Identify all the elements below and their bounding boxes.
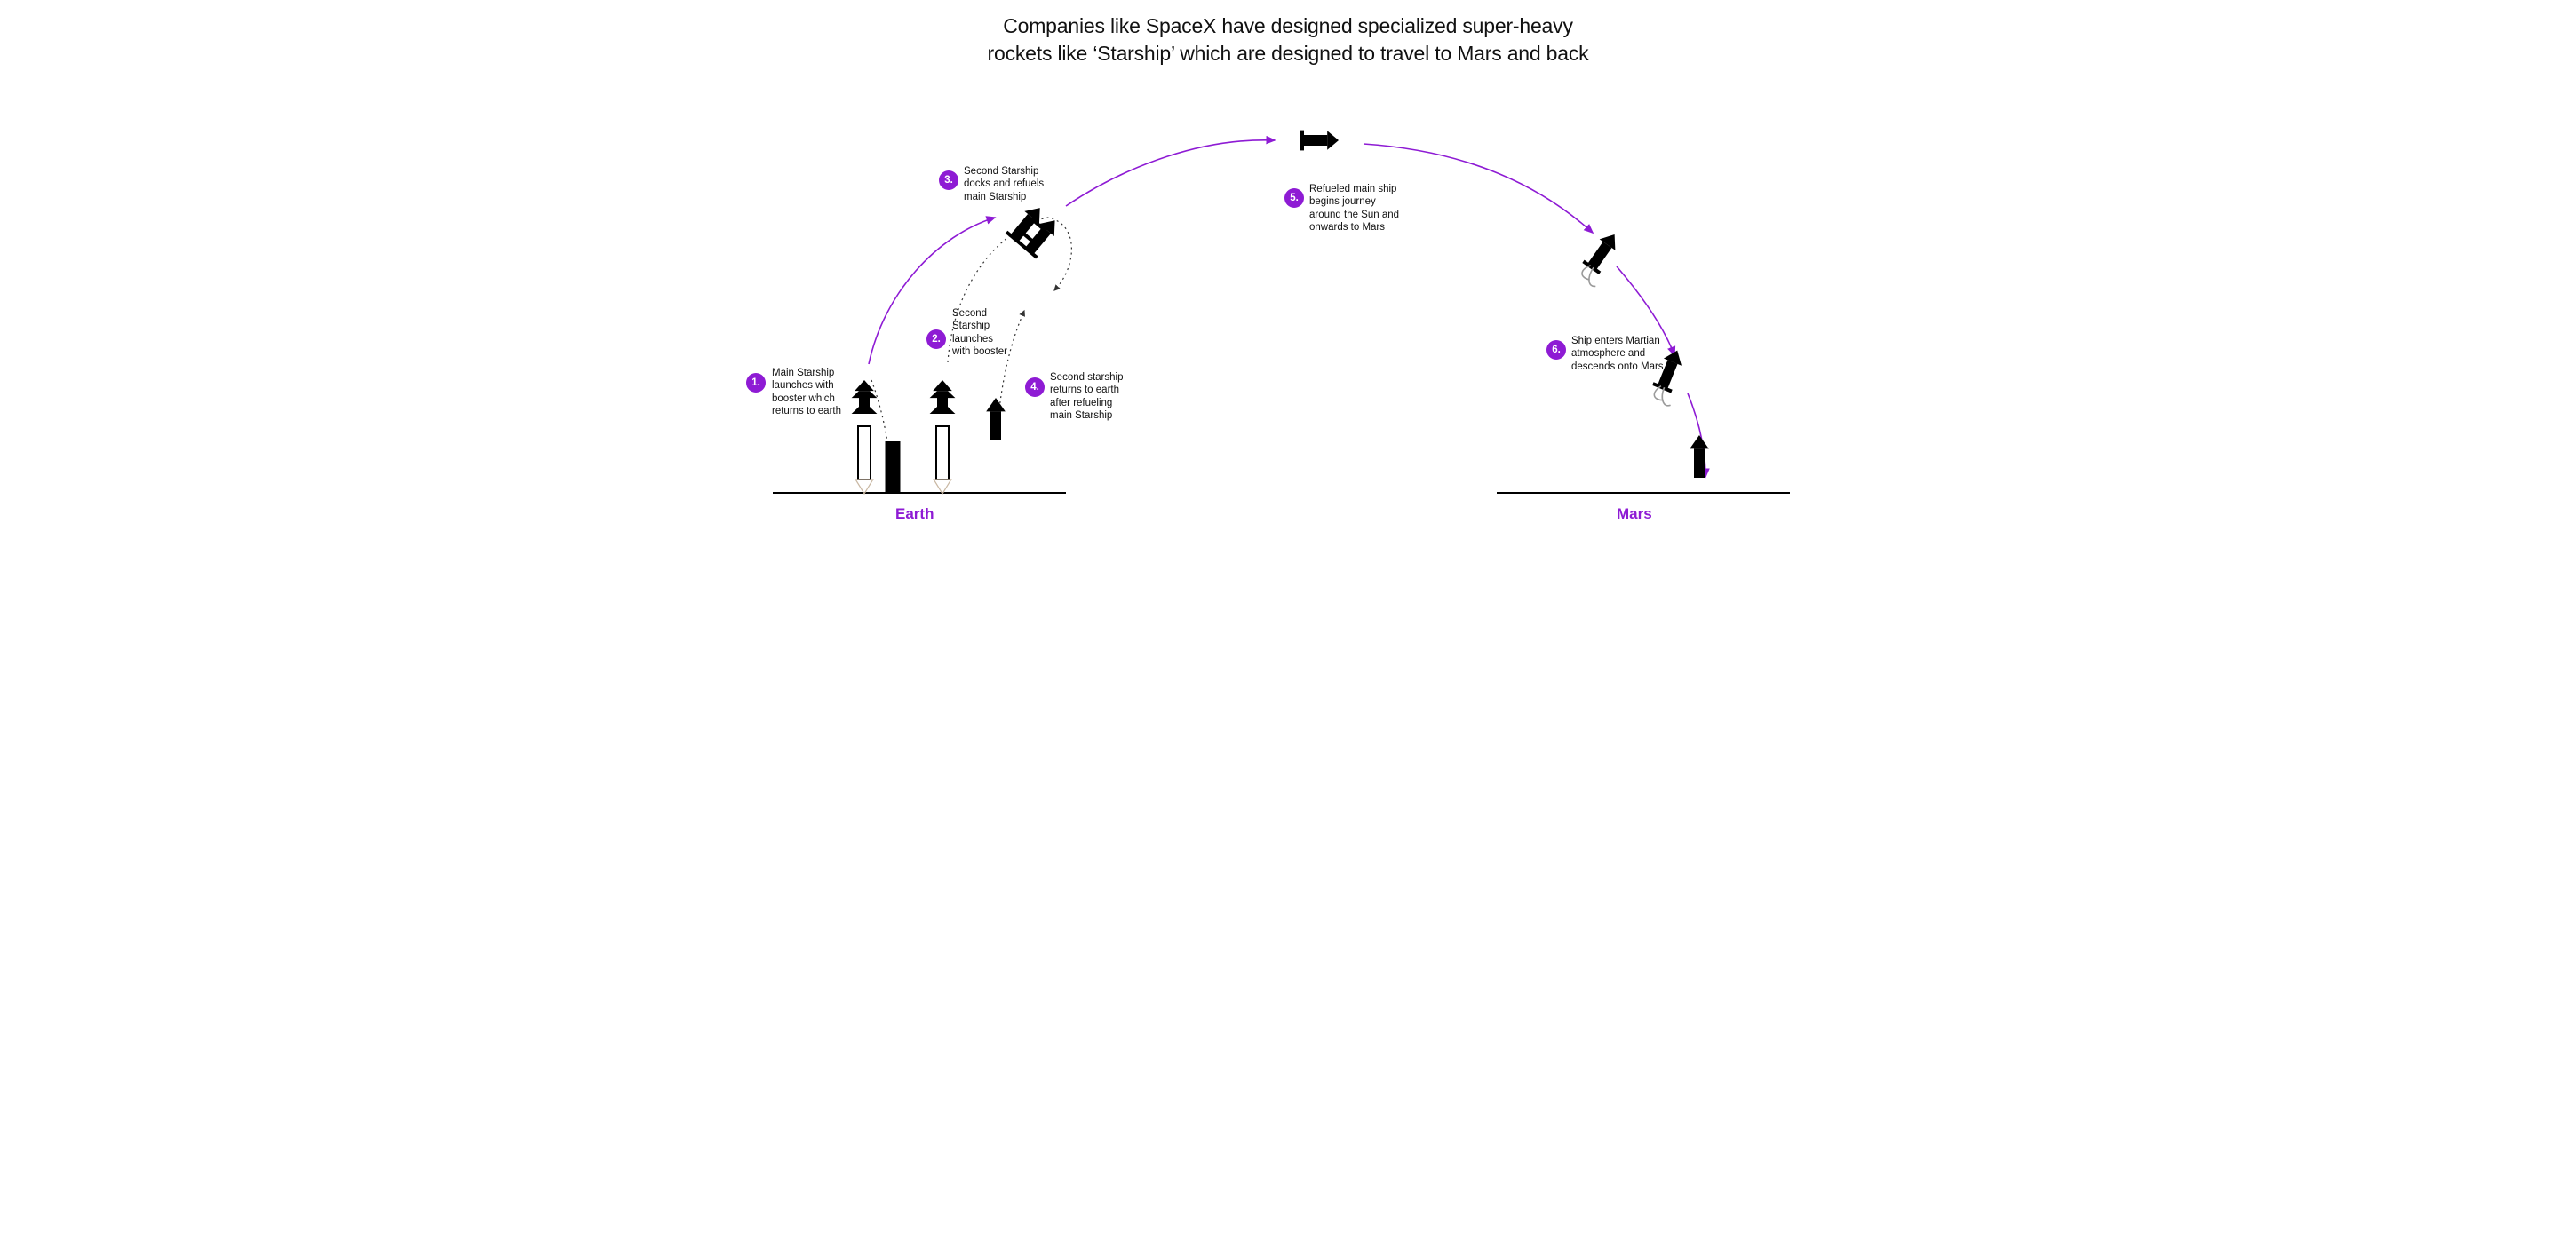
docked-starships-icon (1006, 202, 1063, 259)
step-text-4: Second starshipreturns to earthafter ref… (1050, 371, 1123, 423)
step-text-2: SecondStarshiplauncheswith booster (952, 307, 1007, 359)
booster-icon (936, 426, 949, 480)
mars-label: Mars (1617, 505, 1652, 523)
step-badge-6: 6. (1546, 340, 1566, 360)
earth-label: Earth (895, 505, 934, 523)
booster-icon (886, 442, 900, 492)
step-text-1: Main Starshiplaunches withbooster whichr… (772, 367, 841, 418)
rocket-icon (986, 398, 1006, 440)
rocket-icon (1300, 131, 1339, 151)
step-badge-4: 4. (1025, 377, 1045, 397)
step-badge-1: 1. (746, 373, 766, 393)
step-badge-3: 3. (939, 170, 958, 190)
engine-blast-icon (934, 480, 951, 494)
engine-blast-icon (855, 480, 873, 494)
step-badge-5: 5. (1284, 188, 1304, 208)
step-text-3: Second Starshipdocks and refuelsmain Sta… (964, 165, 1044, 203)
trajectory-arrow (1066, 140, 1275, 206)
diagram-stage: Companies like SpaceX have designed spec… (644, 0, 1932, 622)
booster-icon (858, 426, 871, 480)
rocket-icon (930, 380, 956, 414)
step-text-6: Ship enters Martianatmosphere anddescend… (1571, 335, 1664, 373)
diagram-canvas (644, 0, 1932, 622)
step-badge-2: 2. (926, 329, 946, 349)
step-text-5: Refueled main shipbegins journeyaround t… (1309, 183, 1399, 234)
entry-starship-icon (1575, 228, 1626, 288)
